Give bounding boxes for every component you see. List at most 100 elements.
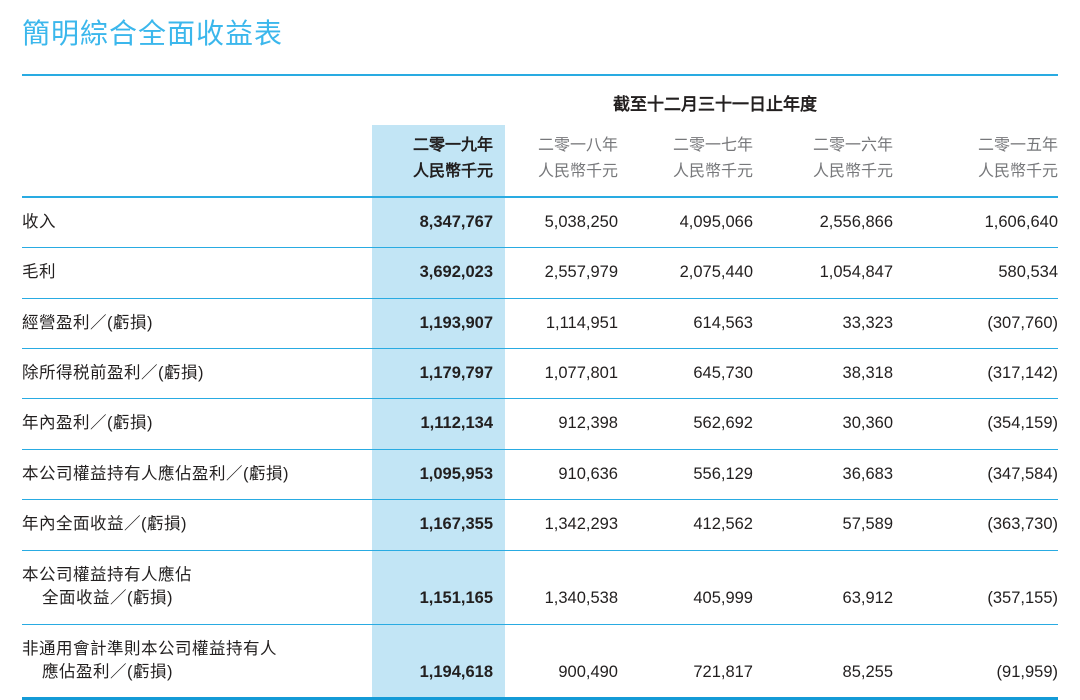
- value-2017: 562,692: [693, 414, 753, 433]
- value-2015: (363,730): [987, 515, 1059, 534]
- row-label: 毛利: [22, 248, 372, 298]
- row-label-line: 年內盈利／(虧損): [22, 414, 153, 433]
- table-row-profit-before-tax: 除所得税前盈利／(虧損) 1,179,797 1,077,801 645,730…: [22, 348, 1059, 399]
- value-2019: 1,167,355: [372, 499, 505, 551]
- currency-unit-label: 人民幣千元: [412, 163, 493, 181]
- value-2016: 30,360: [842, 414, 893, 433]
- value-2017: 4,095,066: [679, 212, 753, 231]
- value-2016: 36,683: [842, 464, 893, 483]
- value-2018: 1,340,538: [544, 589, 618, 608]
- row-label-line: 應佔盈利／(虧損): [42, 663, 173, 681]
- table-row-revenue: 收入 8,347,767 5,038,250 4,095,066 2,556,8…: [22, 196, 1059, 248]
- value-2018: 1,114,951: [545, 313, 618, 332]
- row-label-line: 本公司權益持有人應佔盈利／(虧損): [22, 464, 289, 483]
- table-header: 截至十二月三十一日止年度 二零一九年 人民幣千元 二零一八年 人民幣千元 二零一…: [22, 76, 1059, 197]
- title-divider-rule: [22, 74, 1058, 76]
- value-2018: 900,490: [558, 663, 618, 681]
- row-label: 年內盈利／(虧損): [22, 399, 372, 449]
- row-label: 本公司權益持有人應佔盈利／(虧損): [22, 449, 372, 499]
- value-2016: 1,054,847: [819, 263, 893, 282]
- table-row-profit-attributable-to-owners: 本公司權益持有人應佔盈利／(虧損) 1,095,953 910,636 556,…: [22, 449, 1059, 500]
- page-title: 簡明綜合全面收益表: [22, 18, 284, 49]
- year-label: 二零一九年: [412, 137, 493, 154]
- year-label: 二零一六年: [812, 137, 893, 154]
- value-2018: 910,636: [558, 464, 618, 483]
- value-2019: 1,095,953: [372, 449, 505, 500]
- year-label: 二零一八年: [537, 137, 618, 154]
- table-body: 收入 8,347,767 5,038,250 4,095,066 2,556,8…: [22, 196, 1059, 699]
- value-2017: 645,730: [693, 364, 753, 383]
- currency-unit-label: 人民幣千元: [672, 163, 753, 181]
- row-label-line: 全面收益／(虧損): [42, 589, 173, 608]
- row-label: 非通用會計準則本公司權益持有人 應佔盈利／(虧損): [22, 624, 372, 699]
- value-2016: 33,323: [842, 313, 893, 332]
- value-2016: 63,912: [842, 589, 893, 608]
- row-label-line: 收入: [22, 212, 56, 231]
- table-row-comprehensive-income-attributable-to-owners: 本公司權益持有人應佔 全面收益／(虧損) 1,151,165 1,340,538…: [22, 550, 1059, 625]
- value-2019: 1,194,618: [372, 624, 505, 699]
- row-label-line: 毛利: [22, 263, 56, 282]
- table-row-comprehensive-income-for-year: 年內全面收益／(虧損) 1,167,355 1,342,293 412,562 …: [22, 499, 1059, 551]
- value-2017: 556,129: [693, 464, 753, 483]
- row-label: 除所得税前盈利／(虧損): [22, 349, 372, 399]
- column-header-2015: 二零一五年 人民幣千元: [893, 125, 1058, 197]
- table-row-non-gaap-profit-attributable-to-owners: 非通用會計準則本公司權益持有人 應佔盈利／(虧損) 1,194,618 900,…: [22, 624, 1059, 699]
- value-2018: 1,342,293: [544, 515, 618, 534]
- period-header-row: 截至十二月三十一日止年度: [22, 76, 1058, 125]
- column-header-2016: 二零一六年 人民幣千元: [753, 125, 893, 197]
- value-2015: (354,159): [987, 414, 1059, 433]
- row-label-line: 本公司權益持有人應佔: [22, 565, 192, 584]
- value-2019: 8,347,767: [372, 196, 505, 248]
- row-label-line: 除所得税前盈利／(虧損): [22, 364, 204, 383]
- table-row-profit-for-year: 年內盈利／(虧損) 1,112,134 912,398 562,692 30,3…: [22, 398, 1059, 450]
- value-2016: 85,255: [842, 663, 893, 681]
- value-2015: (357,155): [987, 589, 1059, 608]
- table-row-operating-profit: 經營盈利／(虧損) 1,193,907 1,114,951 614,563 33…: [22, 298, 1059, 349]
- value-2017: 721,817: [693, 663, 753, 681]
- value-2015: (91,959): [996, 663, 1059, 681]
- value-2019: 1,179,797: [372, 348, 505, 399]
- row-label: 經營盈利／(虧損): [22, 298, 372, 348]
- value-2018: 5,038,250: [544, 212, 618, 231]
- currency-unit-label: 人民幣千元: [978, 163, 1059, 181]
- value-2019: 3,692,023: [372, 247, 505, 299]
- value-2018: 912,398: [558, 414, 618, 433]
- value-2018: 2,557,979: [544, 263, 618, 282]
- header-spacer-cell: [22, 125, 372, 197]
- value-2017: 2,075,440: [679, 263, 753, 282]
- value-2018: 1,077,801: [544, 364, 618, 383]
- value-2015: (307,760): [987, 313, 1059, 332]
- row-label-line: 年內全面收益／(虧損): [22, 515, 187, 534]
- currency-unit-label: 人民幣千元: [537, 163, 618, 181]
- period-header: 截至十二月三十一日止年度: [613, 95, 817, 114]
- value-2016: 2,556,866: [819, 212, 893, 231]
- year-label: 二零一七年: [672, 137, 753, 154]
- table-row-gross-profit: 毛利 3,692,023 2,557,979 2,075,440 1,054,8…: [22, 247, 1059, 299]
- row-label-line: 經營盈利／(虧損): [22, 313, 153, 332]
- header-spacer-cell: [22, 76, 372, 125]
- value-2017: 405,999: [693, 589, 753, 608]
- value-2015: (317,142): [987, 364, 1059, 383]
- value-2017: 614,563: [693, 313, 753, 332]
- value-2015: 1,606,640: [984, 212, 1059, 231]
- value-2019: 1,151,165: [372, 550, 505, 625]
- currency-unit-label: 人民幣千元: [812, 163, 893, 181]
- row-label: 收入: [22, 197, 372, 248]
- year-label: 二零一五年: [978, 137, 1059, 154]
- column-header-2019: 二零一九年 人民幣千元: [372, 125, 505, 197]
- row-label: 本公司權益持有人應佔 全面收益／(虧損): [22, 550, 372, 624]
- column-header-2018: 二零一八年 人民幣千元: [505, 125, 618, 197]
- row-label-line: 非通用會計準則本公司權益持有人: [22, 639, 277, 658]
- value-2019: 1,193,907: [372, 298, 505, 349]
- row-label: 年內全面收益／(虧損): [22, 500, 372, 550]
- value-2019: 1,112,134: [372, 398, 505, 450]
- value-2017: 412,562: [693, 515, 753, 534]
- comprehensive-income-table: 截至十二月三十一日止年度 二零一九年 人民幣千元 二零一八年 人民幣千元 二零一…: [22, 76, 1059, 700]
- value-2016: 38,318: [842, 364, 893, 383]
- value-2015: (347,584): [987, 464, 1059, 483]
- value-2015: 580,534: [998, 263, 1059, 282]
- column-header-2017: 二零一七年 人民幣千元: [618, 125, 753, 197]
- value-2016: 57,589: [842, 515, 893, 534]
- column-header-row: 二零一九年 人民幣千元 二零一八年 人民幣千元 二零一七年 人民幣千元 二零一六…: [22, 125, 1059, 197]
